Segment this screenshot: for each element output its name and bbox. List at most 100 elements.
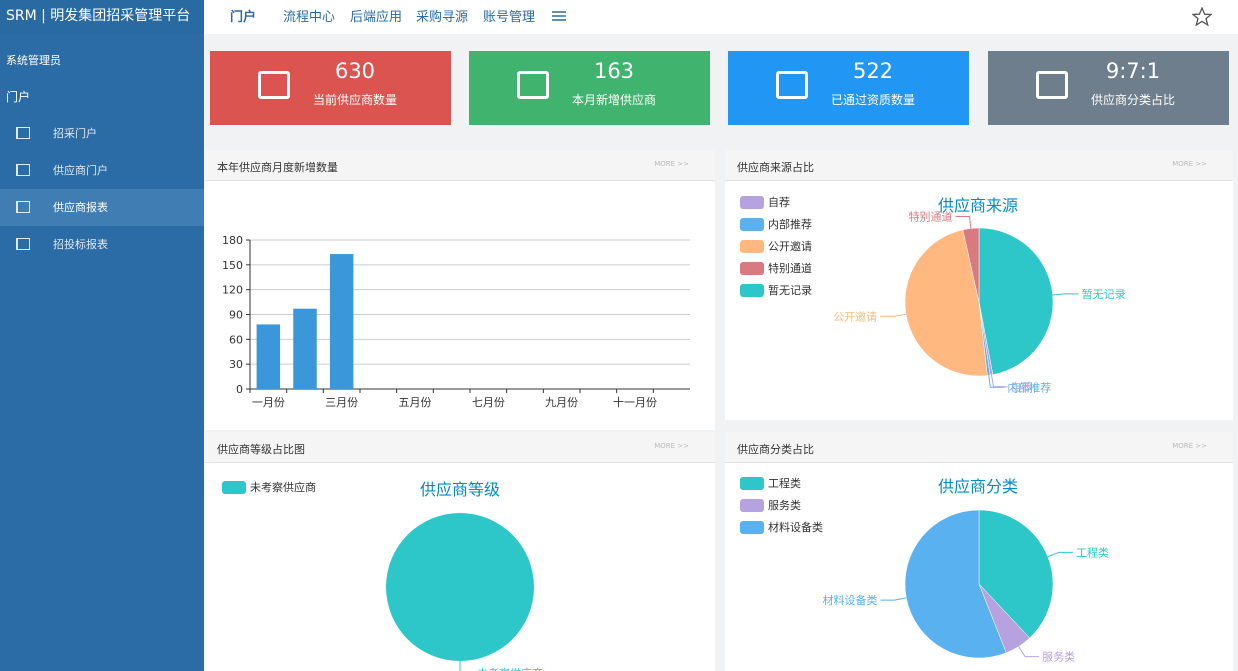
chart-title: 供应商来源 — [938, 196, 1018, 215]
sidebar: 系统管理员 门户 招采门户 供应商门户 供应商报表 招投标报表 — [0, 34, 204, 671]
menu-icon[interactable] — [552, 10, 566, 22]
stat-card[interactable]: 163 本月新增供应商 — [469, 51, 710, 125]
legend-label: 自荐 — [768, 196, 790, 209]
label-line — [459, 661, 461, 671]
stat-card[interactable]: 9:7:1 供应商分类占比 — [988, 51, 1229, 125]
menu-item[interactable]: 招投标报表 — [0, 226, 204, 263]
legend-swatch — [740, 218, 764, 231]
slice-label: 公开邀请 — [833, 309, 877, 323]
y-tick-label: 90 — [229, 309, 243, 322]
bar — [329, 254, 354, 389]
legend-label: 材料设备类 — [768, 520, 823, 534]
pie-slice — [904, 509, 1007, 659]
legend-label: 内部推荐 — [768, 217, 812, 231]
legend-swatch — [740, 262, 764, 275]
panel-title: 供应商来源占比 — [737, 161, 814, 174]
slice-label: 未考察供应商 — [477, 666, 543, 671]
label-line — [880, 597, 907, 601]
slice-label: 服务类 — [1042, 650, 1075, 664]
y-tick-label: 30 — [229, 358, 243, 371]
chart-title: 供应商分类 — [938, 477, 1018, 496]
pie-slice — [978, 227, 1054, 375]
more-link[interactable]: MORE >> — [654, 160, 689, 168]
y-tick-label: 150 — [222, 259, 243, 272]
legend-swatch — [740, 521, 764, 534]
panel-title: 供应商等级占比图 — [217, 443, 305, 456]
stat-card[interactable]: 630 当前供应商数量 — [210, 51, 451, 125]
top-bar: 门户 流程中心 后端应用 采购寻源 账号管理 — [204, 0, 1238, 34]
legend-label: 未考察供应商 — [250, 480, 316, 494]
slice-label: 工程类 — [1076, 545, 1109, 559]
y-tick-label: 180 — [222, 234, 243, 247]
more-link[interactable]: MORE >> — [1172, 160, 1207, 168]
pie-slice — [978, 509, 1054, 639]
menu-label: 供应商报表 — [53, 201, 108, 214]
slice-label: 特别通道 — [909, 210, 953, 224]
label-line — [1052, 293, 1079, 296]
stat-value: 163 — [593, 59, 635, 83]
nav-item[interactable]: 账号管理 — [483, 10, 536, 25]
slice-label: 材料设备类 — [823, 593, 878, 607]
x-tick-label: 九月份 — [545, 396, 578, 409]
section-title[interactable]: 门户 — [6, 90, 31, 104]
y-tick-label: 120 — [222, 284, 243, 297]
brand: SRM | 明发集团招采管理平台 — [0, 0, 204, 34]
label-line — [1018, 646, 1040, 658]
menu-item[interactable]: 供应商报表 — [0, 189, 204, 226]
star-icon[interactable] — [1192, 7, 1212, 27]
legend-swatch — [740, 196, 764, 209]
legend-swatch — [740, 240, 764, 253]
menu-label: 招投标报表 — [53, 238, 108, 251]
legend-label: 服务类 — [768, 498, 801, 512]
x-tick-label: 十一月份 — [613, 395, 657, 409]
stat-value: 522 — [852, 59, 894, 83]
menu-label: 招采门户 — [53, 127, 97, 140]
legend-swatch — [740, 499, 764, 512]
stat-label: 当前供应商数量 — [312, 93, 397, 107]
nav-item[interactable]: 门户 — [230, 10, 257, 25]
legend-label: 工程类 — [768, 476, 801, 490]
panel-title: 供应商分类占比 — [737, 443, 814, 456]
stat-value: 630 — [334, 59, 376, 83]
pie-slice — [904, 229, 988, 377]
label-line — [991, 374, 1008, 388]
x-tick-label: 七月份 — [472, 396, 505, 409]
slice-label: 自荐 — [1011, 381, 1033, 394]
stat-value: 9:7:1 — [1105, 59, 1161, 83]
user-name: 系统管理员 — [6, 54, 61, 67]
legend-swatch — [740, 477, 764, 490]
more-link[interactable]: MORE >> — [654, 442, 689, 450]
chart-title: 供应商等级 — [420, 480, 500, 499]
legend-label: 暂无记录 — [768, 284, 812, 297]
legend-swatch — [222, 481, 246, 494]
more-link[interactable]: MORE >> — [1172, 442, 1207, 450]
legend-label: 特别通道 — [768, 261, 812, 275]
stat-label: 本月新增供应商 — [571, 93, 656, 107]
label-line — [988, 375, 1005, 388]
menu-item[interactable]: 供应商门户 — [0, 152, 204, 189]
slice-label: 暂无记录 — [1082, 288, 1126, 301]
legend-swatch — [740, 284, 764, 297]
menu-label: 供应商门户 — [53, 164, 108, 177]
pie-slice — [386, 513, 534, 661]
stat-label: 已通过资质数量 — [830, 93, 915, 107]
nav-item[interactable]: 后端应用 — [350, 10, 403, 25]
label-line — [880, 313, 907, 317]
label-line — [955, 216, 972, 229]
y-tick-label: 60 — [229, 333, 243, 346]
bar — [256, 324, 281, 389]
legend-label: 公开邀请 — [768, 239, 812, 253]
stat-card[interactable]: 522 已通过资质数量 — [728, 51, 969, 125]
nav-item[interactable]: 流程中心 — [283, 10, 336, 25]
nav-item[interactable]: 采购寻源 — [416, 10, 469, 25]
menu-item[interactable]: 招采门户 — [0, 115, 204, 152]
y-tick-label: 0 — [236, 383, 243, 396]
label-line — [1047, 551, 1073, 558]
slice-label: 内部推荐 — [1007, 380, 1051, 394]
x-tick-label: 一月份 — [252, 396, 285, 409]
stat-label: 供应商分类占比 — [1090, 93, 1175, 107]
panel-title: 本年供应商月度新增数量 — [217, 161, 338, 174]
x-tick-label: 三月份 — [325, 396, 358, 409]
